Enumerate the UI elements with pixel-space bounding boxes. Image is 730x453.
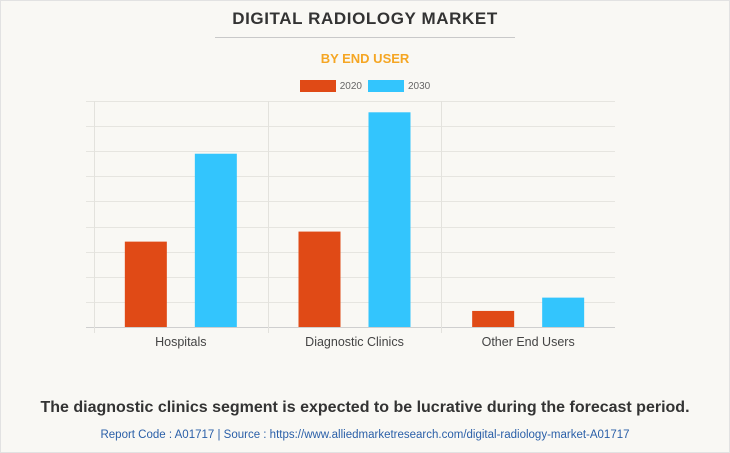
- title-divider: [215, 37, 515, 38]
- legend-label-2020: 2020: [339, 80, 362, 92]
- bar-2020-hospitals: [124, 241, 167, 327]
- bar-2030-diagnostic-clinics: [368, 112, 411, 327]
- legend-item-2020[interactable]: 2020: [299, 80, 362, 92]
- x-tick-label: Other End Users: [482, 335, 575, 349]
- chart-subtitle: BY END USER: [320, 51, 410, 66]
- bar-2020-other-end-users: [472, 310, 515, 327]
- legend-item-2030[interactable]: 2030: [368, 80, 430, 92]
- x-tick-label: Hospitals: [155, 335, 206, 349]
- legend: 2020 2030: [0, 80, 730, 92]
- chart-title: DIGITAL RADIOLOGY MARKET: [232, 9, 498, 28]
- bar-2020-diagnostic-clinics: [298, 231, 341, 327]
- chart-caption: The diagnostic clinics segment is expect…: [40, 399, 690, 416]
- x-tick-label: Diagnostic Clinics: [305, 335, 404, 349]
- legend-swatch-2020: [299, 80, 336, 92]
- legend-swatch-2030: [368, 80, 404, 92]
- bar-chart: Hospitals Diagnostic Clinics Other End Use…: [86, 101, 615, 349]
- bar-2030-other-end-users: [542, 297, 585, 327]
- bar-2030-hospitals: [194, 153, 237, 327]
- legend-label-2030: 2030: [408, 80, 431, 92]
- source-line[interactable]: Report Code : A01717 | Source : https://…: [100, 429, 630, 441]
